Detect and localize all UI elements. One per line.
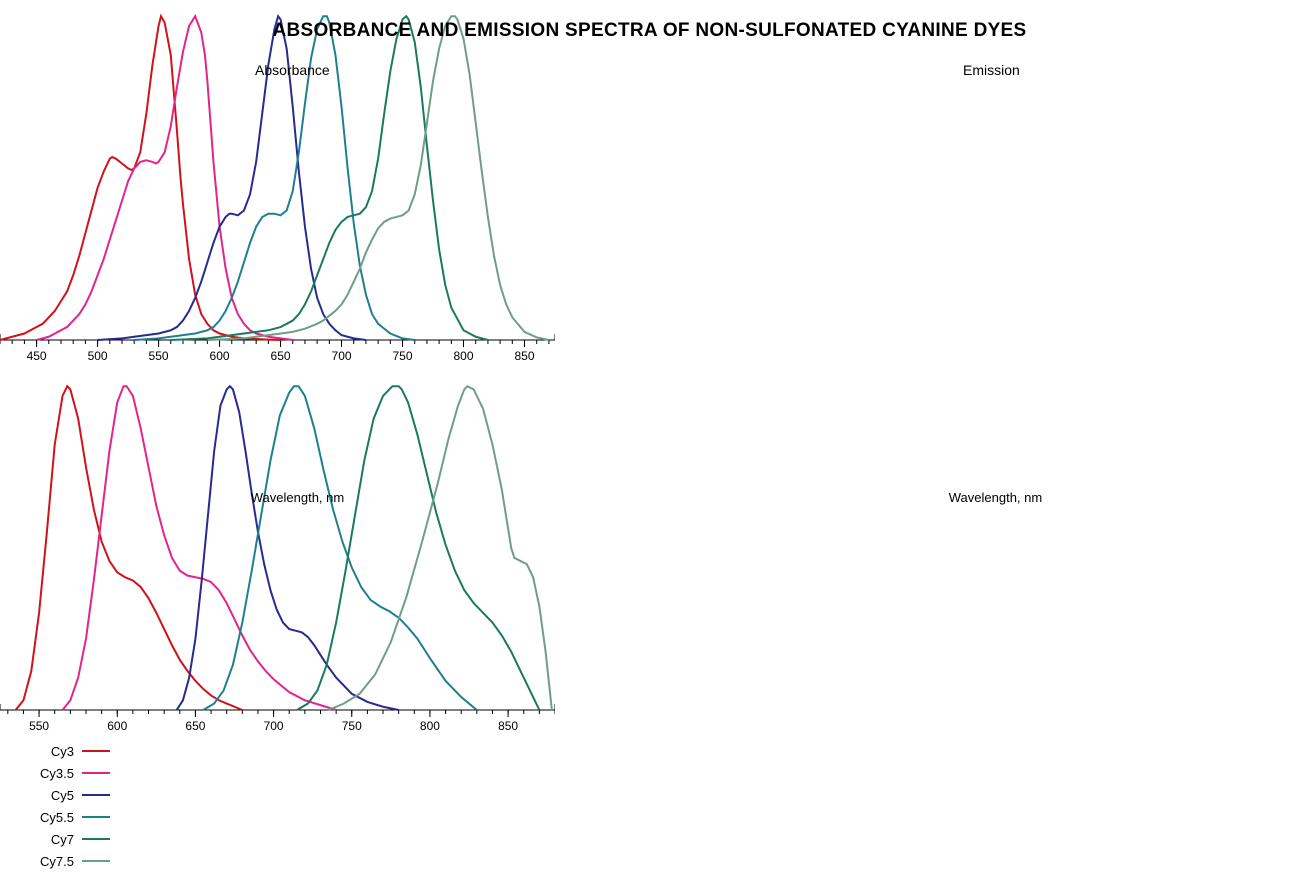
series-cy5: [177, 386, 399, 710]
legend-swatch: [82, 838, 110, 841]
emission-subtitle: Emission: [963, 62, 1020, 78]
x-tick-label: 750: [342, 719, 362, 733]
legend: Cy3 Cy3.5 Cy5 Cy5.5 Cy7 Cy7.5: [0, 740, 110, 872]
x-tick-label: 600: [210, 349, 230, 363]
page-title: ABSORBANCE AND EMISSION SPECTRA OF NON-S…: [0, 20, 1299, 42]
legend-label: Cy7.5: [40, 854, 74, 869]
x-tick-label: 650: [185, 719, 205, 733]
series-cy3: [0, 16, 281, 340]
legend-swatch: [82, 816, 110, 819]
legend-item-cy3: Cy3: [0, 740, 110, 762]
x-tick-label: 800: [420, 719, 440, 733]
absorbance-subtitle: Absorbance: [255, 62, 330, 78]
emission-xlabel: Wavelength, nm: [718, 490, 1273, 505]
emission-chart: 550 600 650 700 750 800 850: [0, 370, 555, 740]
legend-label: Cy5.5: [40, 810, 74, 825]
series-cy5-5: [203, 386, 477, 710]
absorbance-xlabel: Wavelength, nm: [20, 490, 575, 505]
legend-swatch: [82, 750, 110, 753]
legend-swatch: [82, 860, 110, 863]
x-tick-label: 550: [29, 719, 49, 733]
x-tick-label: 700: [264, 719, 284, 733]
series-cy3: [16, 386, 243, 710]
legend-item-cy7-5: Cy7.5: [0, 850, 110, 872]
absorbance-chart: 450 500 550 600 650 700 750 800 850: [0, 0, 555, 370]
x-tick-label: 600: [107, 719, 127, 733]
legend-label: Cy3.5: [40, 766, 74, 781]
x-tick-label: 650: [271, 349, 291, 363]
page: ABSORBANCE AND EMISSION SPECTRA OF NON-S…: [0, 0, 1299, 543]
absorbance-svg: 450 500 550 600 650 700 750 800 850: [0, 0, 555, 370]
legend-label: Cy7: [51, 832, 74, 847]
x-tick-label: 850: [498, 719, 518, 733]
legend-swatch: [82, 772, 110, 775]
legend-item-cy3-5: Cy3.5: [0, 762, 110, 784]
legend-label: Cy5: [51, 788, 74, 803]
emission-svg: 550 600 650 700 750 800 850: [0, 370, 555, 740]
x-tick-label: 800: [454, 349, 474, 363]
legend-item-cy7: Cy7: [0, 828, 110, 850]
x-tick-label: 500: [88, 349, 108, 363]
x-tick-label: 550: [149, 349, 169, 363]
series-cy7: [297, 386, 539, 710]
series-cy7-5: [328, 386, 552, 710]
x-tick-label: 700: [332, 349, 352, 363]
x-tick-label: 450: [27, 349, 47, 363]
x-tick-label: 750: [393, 349, 413, 363]
legend-label: Cy3: [51, 744, 74, 759]
legend-swatch: [82, 794, 110, 797]
x-tick-label: 850: [514, 349, 534, 363]
legend-item-cy5-5: Cy5.5: [0, 806, 110, 828]
legend-item-cy5: Cy5: [0, 784, 110, 806]
